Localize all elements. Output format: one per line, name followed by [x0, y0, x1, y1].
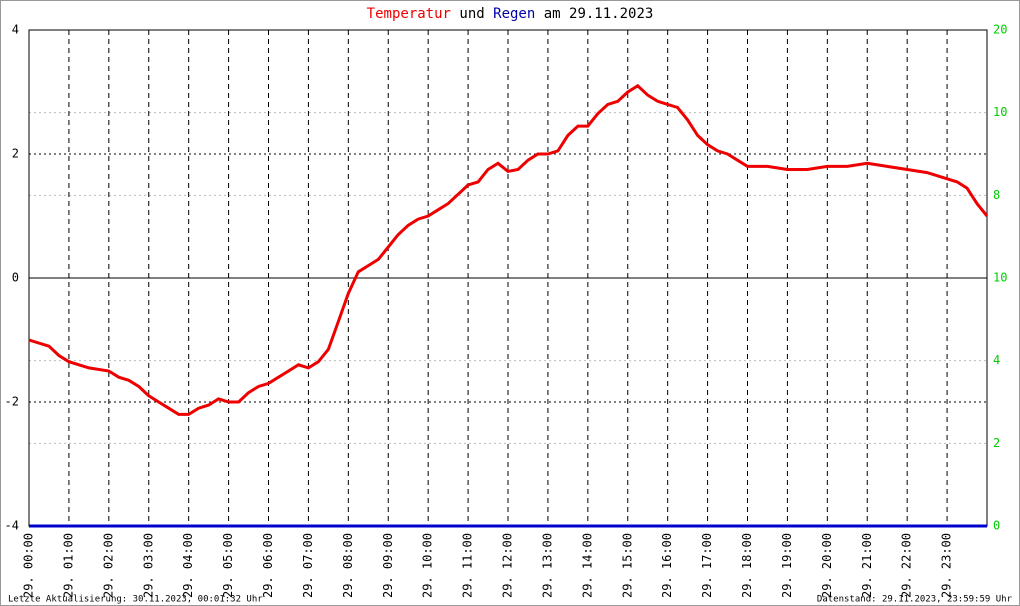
- y2-tick-label: 8: [993, 188, 1000, 202]
- chart-title: Temperatur und Regen am 29.11.2023: [367, 6, 654, 22]
- y2-tick-label: 20: [993, 23, 1007, 37]
- title-join: und: [459, 6, 484, 22]
- y-tick-label: -4: [5, 519, 19, 533]
- y2-tick-label: 10: [993, 105, 1007, 119]
- x-tick-label: 29. 18:00: [740, 533, 754, 598]
- x-tick-label: 29. 04:00: [181, 533, 195, 598]
- x-tick-label: 29. 02:00: [101, 533, 115, 598]
- x-tick-label: 29. 11:00: [461, 533, 475, 598]
- series-line: [28, 83, 989, 416]
- x-tick-label: 29. 12:00: [501, 533, 515, 598]
- y-tick-label: 4: [12, 23, 19, 37]
- y-tick-label: -2: [5, 395, 19, 409]
- x-tick-label: 29. 10:00: [421, 533, 435, 598]
- footer-right: Datenstand: 29.11.2023, 23:59:59 Uhr: [817, 595, 1013, 605]
- x-tick-label: 29. 15:00: [620, 533, 634, 598]
- title-temp: Temperatur: [367, 6, 451, 22]
- x-tick-label: 29. 16:00: [660, 533, 674, 598]
- x-tick-label: 29. 21:00: [860, 533, 874, 598]
- x-tick-label: 29. 19:00: [780, 533, 794, 598]
- x-tick-label: 29. 20:00: [820, 533, 834, 598]
- x-tick-label: 29. 13:00: [540, 533, 554, 598]
- x-tick-label: 29. 17:00: [700, 533, 714, 598]
- x-tick-label: 29. 14:00: [580, 533, 594, 598]
- x-tick-label: 29. 23:00: [940, 533, 954, 598]
- x-tick-label: 29. 00:00: [22, 533, 36, 598]
- y2-tick-label: 2: [993, 436, 1000, 450]
- y-tick-label: 2: [12, 147, 19, 161]
- x-tick-label: 29. 07:00: [301, 533, 315, 598]
- title-date: am 29.11.2023: [544, 6, 654, 22]
- x-tick-label: 29. 22:00: [900, 533, 914, 598]
- title-rain: Regen: [493, 6, 535, 22]
- x-tick-label: 29. 03:00: [141, 533, 155, 598]
- x-tick-label: 29. 06:00: [261, 533, 275, 598]
- y2-tick-label: 4: [993, 353, 1000, 367]
- y2-tick-label: 10: [993, 271, 1007, 285]
- y2-tick-label: 0: [993, 519, 1000, 533]
- x-tick-label: 29. 01:00: [61, 533, 75, 598]
- y-tick-label: 0: [12, 271, 19, 285]
- x-tick-label: 29. 09:00: [381, 533, 395, 598]
- footer-left: Letzte Aktualisierung: 30.11.2023, 00:01…: [8, 595, 263, 605]
- x-tick-label: 29. 08:00: [341, 533, 355, 598]
- x-tick-label: 29. 05:00: [221, 533, 235, 598]
